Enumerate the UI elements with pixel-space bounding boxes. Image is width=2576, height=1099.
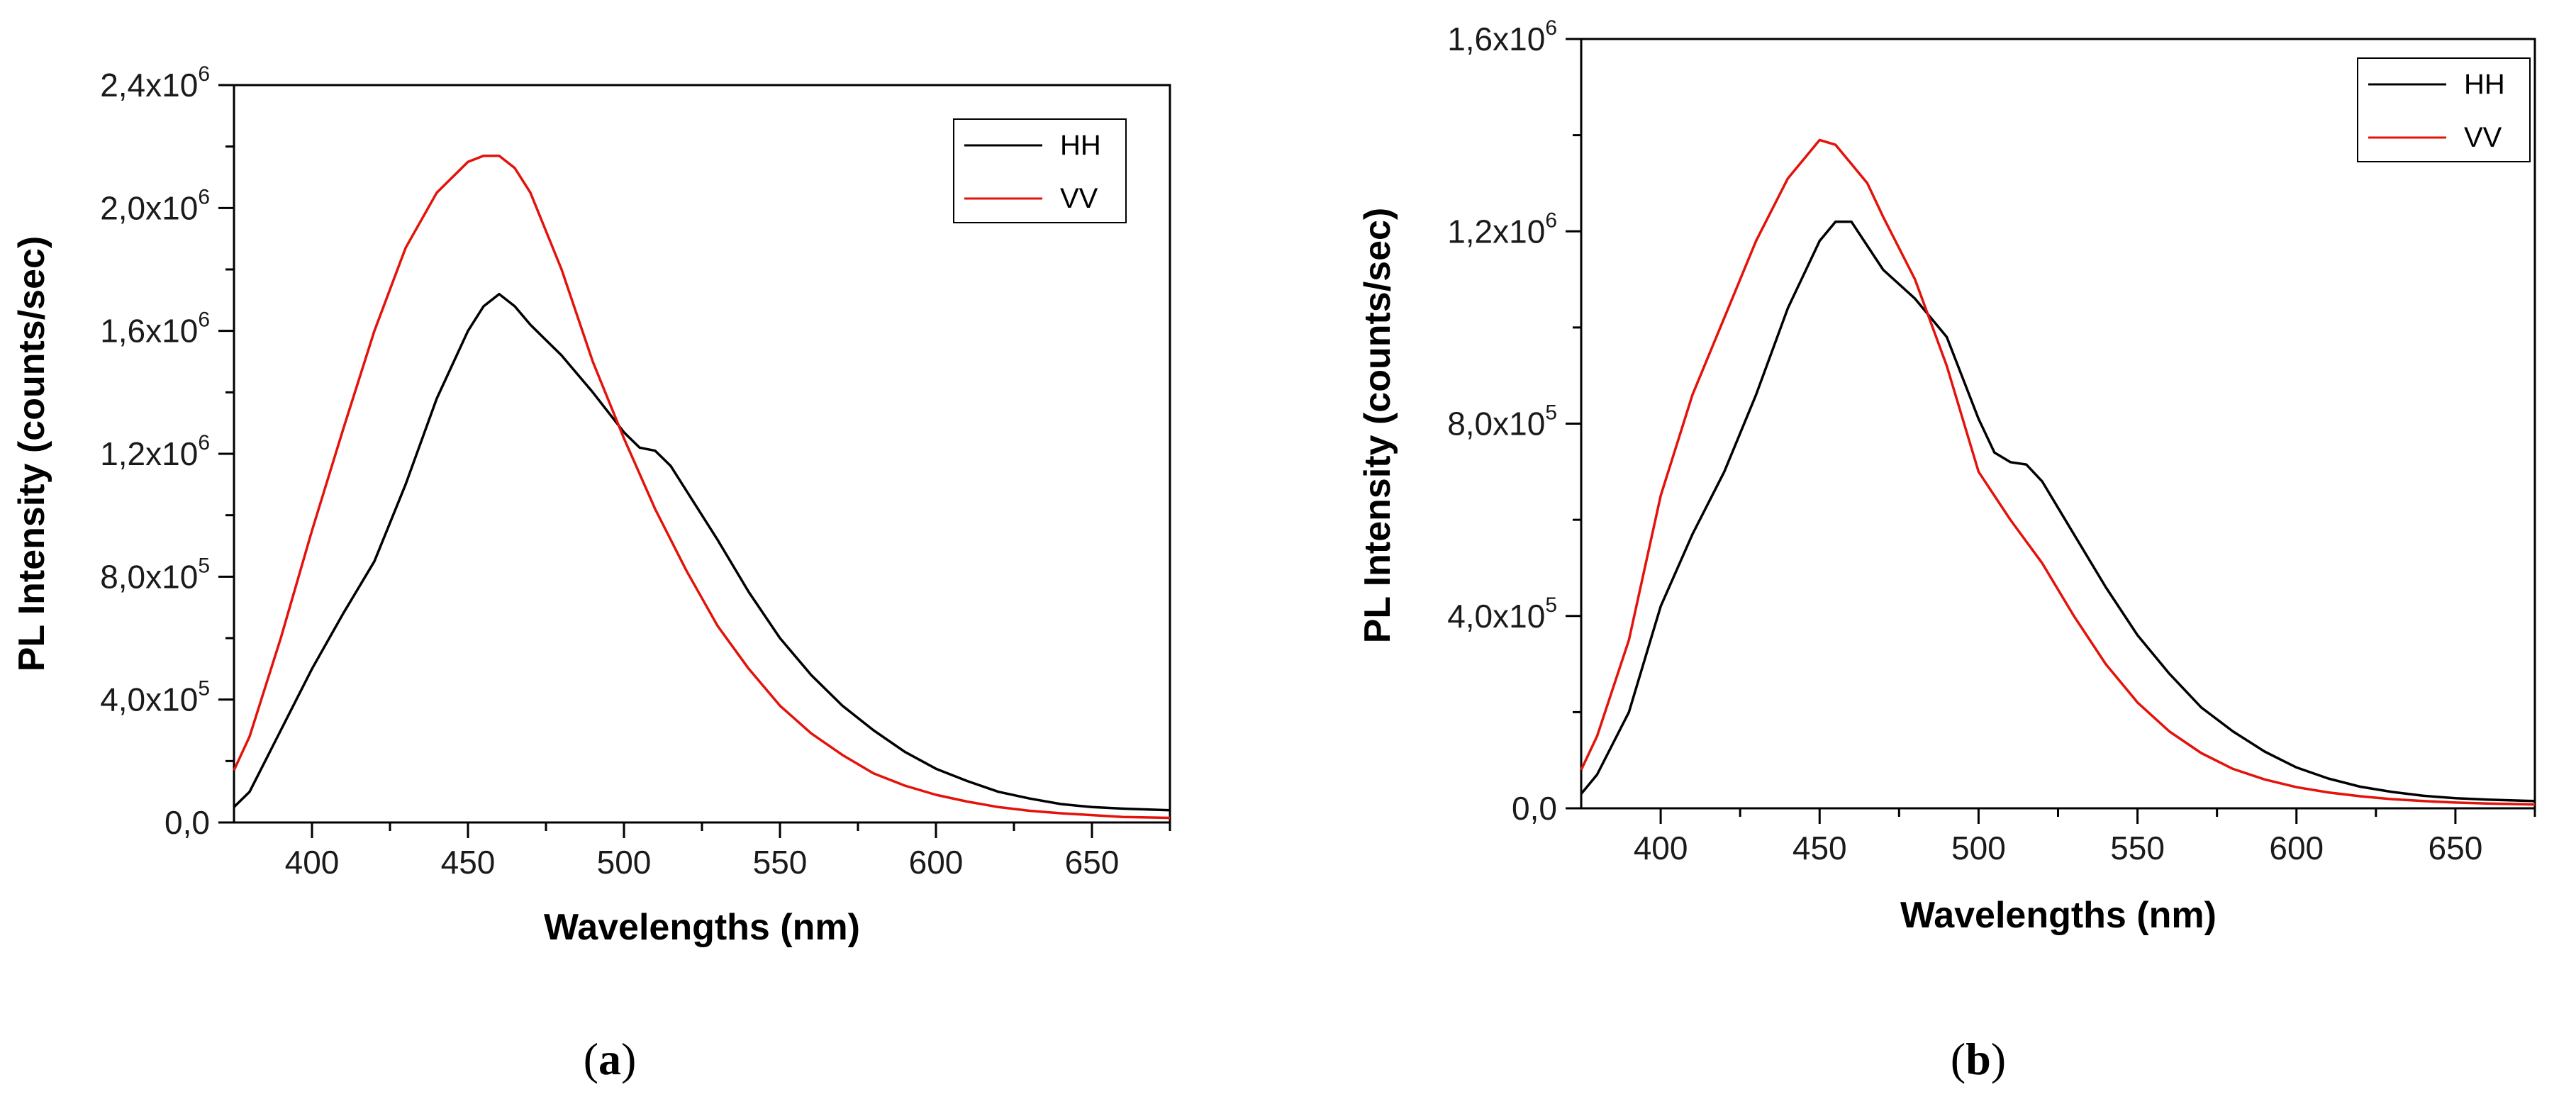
y-tick-label-b: 4,0x105 [1447,593,1557,635]
x-axis-title-b: Wavelengths (nm) [1900,895,2217,936]
series-group-a [233,154,1171,820]
x-tick-label-a: 650 [1065,844,1120,881]
y-axis-title-a: PL Intensity (counts/sec) [11,236,52,672]
series-line-vv-b [1580,138,2536,806]
series-line-hh-b [1580,220,2536,803]
legend-label-hh-b: HH [2464,69,2505,100]
x-tick-label-b: 550 [2110,830,2165,866]
y-axis-title-b: PL Intensity (counts/sec) [1357,208,1398,644]
x-tick-label-b: 500 [1951,830,2006,866]
legend-box-b [2357,57,2531,162]
legend-b: HH VV [2357,57,2531,162]
legend-box-a [953,118,1127,223]
legend-label-vv-a: VV [1060,183,1098,214]
panel-a: 400 450 500 550 600 650 0,0 4,0x105 8,0x105 1,2x1… [11,62,1171,1084]
series-group-b [1580,138,2536,806]
y-tick-label-b: 1,2x106 [1447,208,1557,250]
y-tick-label-a: 2,0x106 [100,185,210,226]
y-tick-label-a: 1,6x106 [100,308,210,350]
x-tick-label-a: 400 [285,844,340,881]
caption-b: (b) [1951,1034,2006,1084]
y-tick-label-a: 4,0x105 [100,677,210,718]
legend-a: HH VV [953,118,1127,223]
caption-a: (a) [584,1034,637,1084]
x-tick-label-b: 400 [1634,830,1688,866]
y-tick-label-a: 1,2x106 [100,431,210,472]
x-tick-label-b: 450 [1792,830,1847,866]
x-tick-label-b: 650 [2429,830,2483,866]
x-tick-label-a: 550 [753,844,808,881]
caption-b-label: b [1966,1034,1991,1084]
y-tick-label-b: 1,6x106 [1447,16,1557,57]
y-tick-label-b: 0,0 [1512,790,1557,827]
axis-ticks-a: 400 450 500 550 600 650 0,0 4,0x105 8,0x105 1,2x1… [100,62,1171,881]
y-tick-label-a: 0,0 [165,804,210,841]
y-tick-label-b: 8,0x105 [1447,401,1557,442]
x-tick-label-b: 600 [2269,830,2324,866]
x-axis-title-a: Wavelengths (nm) [544,907,860,948]
x-tick-label-a: 600 [909,844,964,881]
legend-label-hh-a: HH [1060,130,1101,161]
series-line-hh-a [233,292,1171,812]
y-tick-label-a: 2,4x106 [100,62,210,104]
y-tick-label-a: 8,0x105 [100,554,210,595]
panel-b: 400 450 500 550 600 650 0,0 4,0x105 8,0x105 1,2x1… [1357,16,2536,1084]
legend-label-vv-b: VV [2464,122,2502,153]
caption-a-label: a [598,1034,621,1084]
axis-ticks-b: 400 450 500 550 600 650 0,0 4,0x105 8,0x105 1,2x1… [1447,16,2536,866]
x-tick-label-a: 500 [597,844,652,881]
x-tick-label-a: 450 [441,844,496,881]
series-line-vv-a [233,154,1171,820]
